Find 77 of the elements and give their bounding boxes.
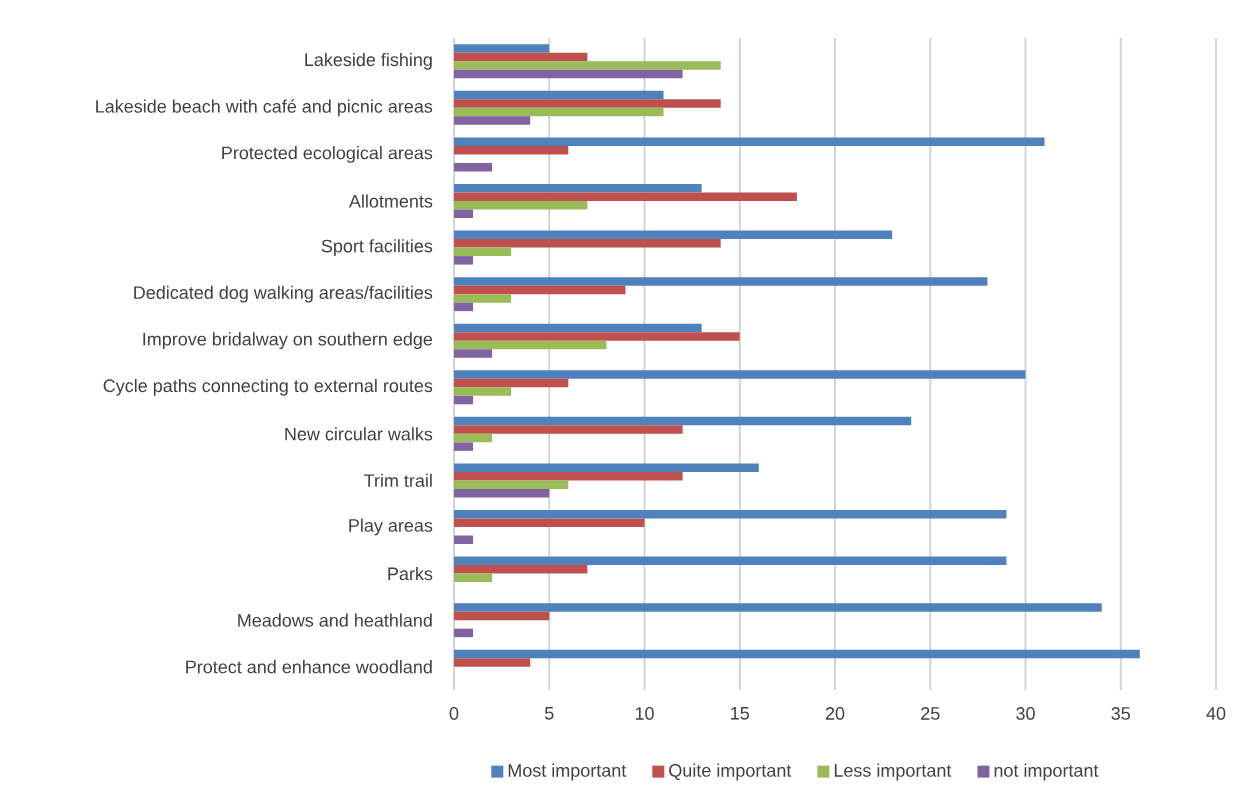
bar [454,649,1140,659]
bar [454,603,1102,612]
y-tick-label: Protected ecological areas [222,146,433,163]
bar [454,277,988,286]
bar [454,471,683,481]
bar [454,658,531,667]
bar [454,107,664,117]
y-tick-label: Allotments [348,194,433,208]
y-tick-label: New circular walks [285,427,433,441]
bar [454,200,588,210]
x-tick-label: 0 [449,707,459,720]
bar [454,433,493,443]
bar [454,69,683,79]
y-tick-label: Meadows and heathland [238,613,432,627]
bar [454,395,474,405]
bar [454,192,797,202]
bar [454,183,702,193]
x-tick-label: 25 [921,707,940,720]
bar [454,535,474,545]
bar [454,488,550,498]
bar [454,628,474,638]
legend-label: Most important [508,763,627,781]
x-tick-label: 15 [731,707,749,720]
bar [454,302,474,312]
bar [454,323,702,333]
bar [454,510,1007,519]
bar [454,340,607,350]
bar [454,565,588,574]
bar [454,416,912,426]
bar [454,556,1007,566]
y-tick-label: Improve bridalway on southern edge [143,332,433,350]
bar [454,145,569,155]
bar [454,285,626,295]
bar [454,209,474,219]
bar [454,370,1026,379]
bar [454,378,569,388]
bar [454,573,493,583]
legend-label: not important [994,763,1099,781]
bar [454,61,721,70]
bar [454,44,550,53]
legend-label: Quite important [669,763,792,781]
bar [454,162,493,172]
legend-label: Less important [834,763,952,781]
x-tick-label: 40 [1206,707,1226,720]
bar [454,463,759,472]
bar [454,294,512,303]
bar [454,239,721,248]
bar [454,52,588,62]
y-tick-label: Sport facilities [321,239,433,256]
x-tick-label: 10 [635,707,654,720]
y-tick-label: Lakeside beach with café and picnic areas [96,99,433,117]
bar [454,90,664,100]
bar [454,256,474,265]
y-tick-label: Parks [388,566,433,581]
bar [454,518,645,528]
x-tick-label: 30 [1016,707,1035,720]
bar [454,611,550,621]
bar [454,137,1045,146]
y-tick-label: Lakeside fishing [305,52,432,70]
y-tick-label: Cycle paths connecting to external routes [103,378,433,396]
bar [454,247,512,257]
y-tick-label: Play areas [349,518,433,536]
bar [454,332,740,341]
bar [454,230,893,240]
x-tick-label: 20 [825,707,845,720]
bar [454,442,474,451]
y-tick-label: Dedicated dog walking areas/facilities [134,285,433,303]
bar [454,99,721,108]
bar [454,387,512,396]
bar [454,116,531,125]
bar [454,425,683,434]
y-tick-label: Trim trail [364,473,432,488]
bar [454,349,493,358]
y-tick-label: Protect and enhance woodland [186,660,432,674]
x-tick-label: 5 [544,707,554,720]
x-tick-label: 35 [1111,707,1131,720]
bar [454,480,569,489]
